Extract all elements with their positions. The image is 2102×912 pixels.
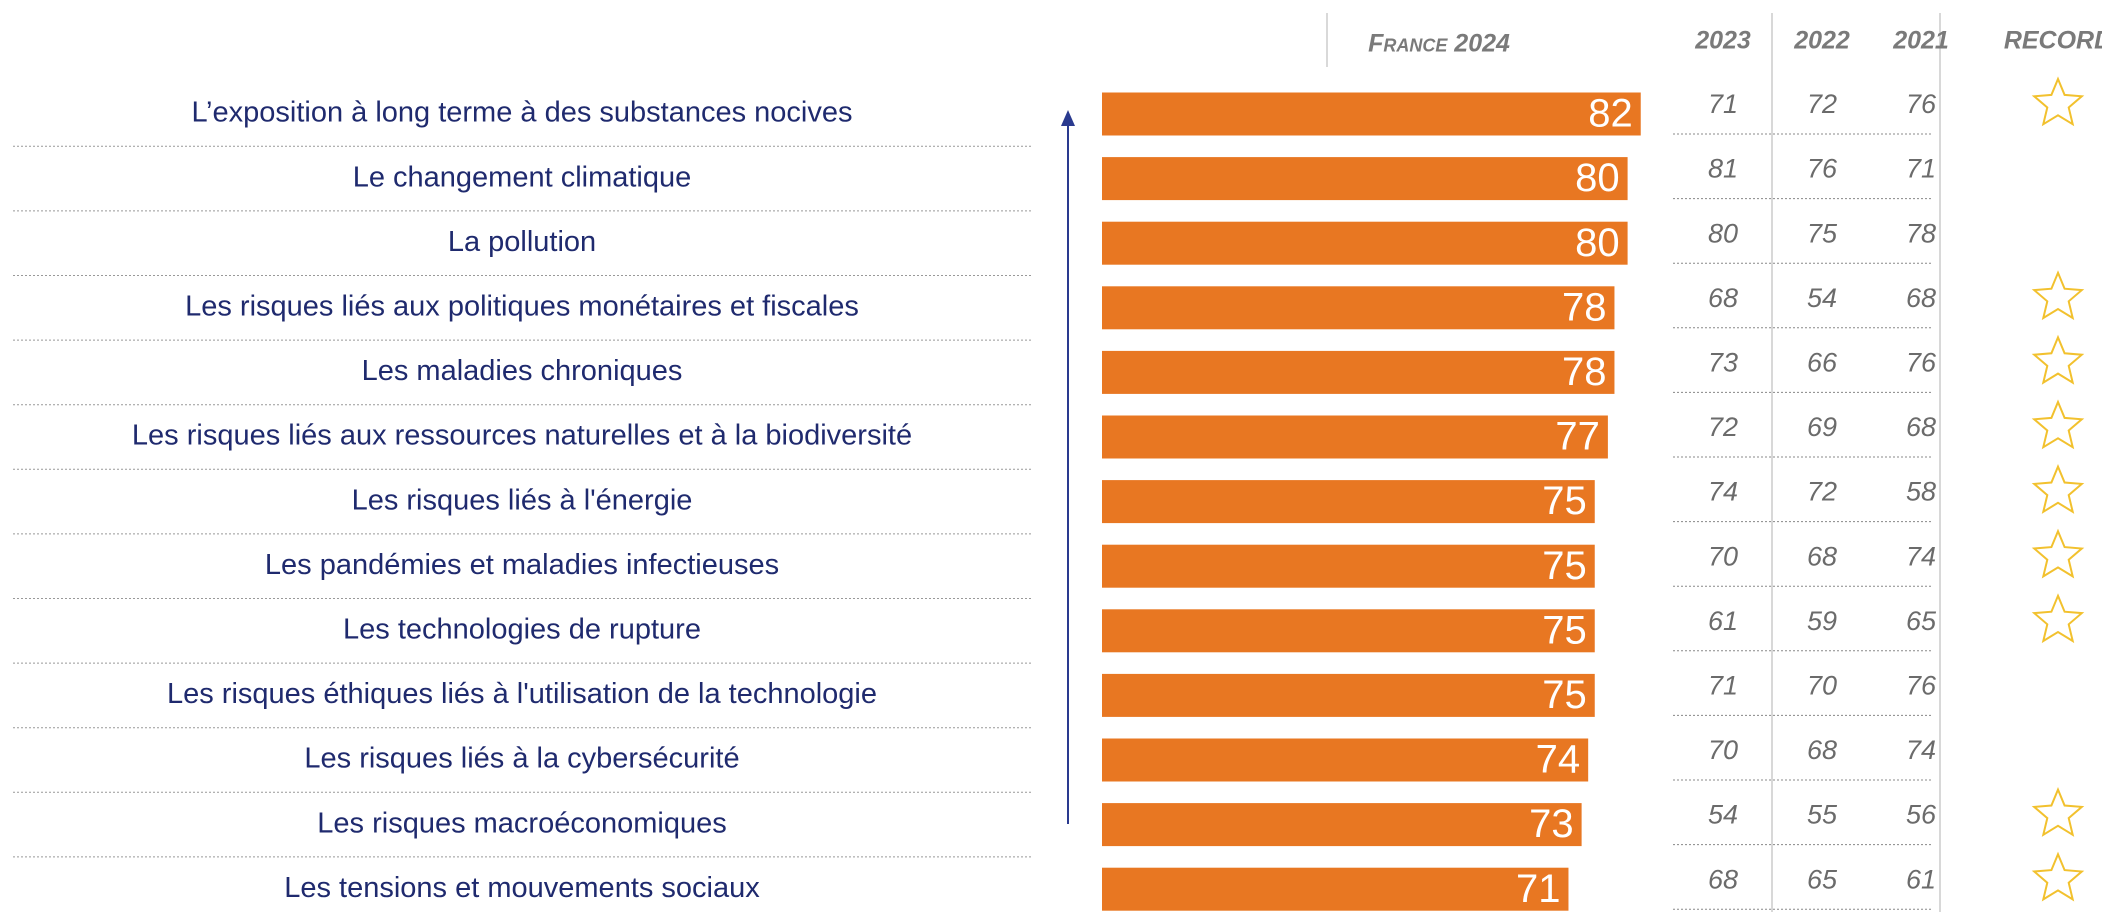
bar (1102, 221, 1628, 265)
table-value: 71 (1708, 671, 1738, 701)
category-label: Les risques liés aux ressources naturell… (132, 420, 912, 452)
table-value: 72 (1807, 89, 1837, 119)
table-value: 65 (1906, 606, 1937, 636)
bar (1102, 286, 1615, 330)
table-value: 68 (1708, 283, 1738, 313)
bar-value: 82 (1588, 92, 1633, 136)
table-value: 76 (1807, 154, 1838, 184)
table-value: 61 (1708, 606, 1738, 636)
bar (1102, 544, 1595, 588)
bar (1102, 92, 1641, 136)
table-value: 76 (1906, 348, 1937, 378)
category-label: Les risques macroéconomiques (317, 807, 726, 839)
category-label: L’exposition à long terme à des substanc… (192, 97, 853, 129)
record-star (2031, 851, 2085, 902)
table-value: 68 (1906, 412, 1936, 442)
arrow-head (1061, 110, 1075, 126)
category-label: Les risques liés à l'énergie (352, 484, 693, 516)
table-value: 78 (1906, 218, 1936, 248)
record-star (2031, 270, 2085, 321)
bar-value: 71 (1516, 867, 1561, 911)
table-value: 68 (1807, 541, 1837, 571)
table-value: 72 (1708, 412, 1738, 442)
table-value: 54 (1807, 283, 1837, 313)
table-value: 71 (1708, 89, 1738, 119)
bar-value: 78 (1562, 350, 1607, 394)
bar (1102, 738, 1589, 782)
category-label: Les pandémies et maladies infectieuses (265, 549, 779, 581)
table-value: 73 (1708, 348, 1738, 378)
table-value: 54 (1708, 800, 1738, 830)
bar-value: 75 (1542, 479, 1587, 523)
table-value: 75 (1807, 218, 1838, 248)
record-star (2031, 76, 2085, 127)
category-label: Les maladies chroniques (362, 355, 683, 387)
table-value: 74 (1708, 477, 1738, 507)
table-value: 70 (1708, 735, 1738, 765)
column-header: 2021 (1892, 27, 1949, 55)
category-label: Les risques liés à la cybersécurité (304, 743, 739, 775)
table-value: 76 (1906, 671, 1937, 701)
table-value: 71 (1906, 154, 1936, 184)
bar (1102, 803, 1582, 847)
table-value: 69 (1807, 412, 1837, 442)
table-value: 76 (1906, 89, 1937, 119)
table-value: 81 (1708, 154, 1738, 184)
category-label: Le changement climatique (353, 161, 692, 193)
bar (1102, 350, 1615, 394)
table-value: 55 (1807, 800, 1838, 830)
record-star (2031, 528, 2085, 579)
bar (1102, 157, 1628, 201)
bar-value: 80 (1575, 156, 1620, 200)
table-value: 68 (1906, 283, 1936, 313)
table-value: 68 (1708, 864, 1738, 894)
column-header: RECORD (2004, 27, 2102, 55)
table-value: 59 (1807, 606, 1837, 636)
bar-value: 74 (1536, 738, 1581, 782)
column-header: 2023 (1694, 27, 1751, 55)
bar (1102, 609, 1595, 653)
table-value: 66 (1807, 348, 1838, 378)
bar (1102, 480, 1595, 524)
category-label: Les risques liés aux politiques monétair… (185, 290, 859, 322)
bar-value: 78 (1562, 285, 1607, 329)
table-value: 61 (1906, 864, 1936, 894)
record-star (2031, 334, 2085, 385)
table-value: 56 (1906, 800, 1937, 830)
bar-value: 80 (1575, 221, 1620, 265)
record-star (2031, 786, 2085, 837)
bar (1102, 673, 1595, 717)
category-label: Les tensions et mouvements sociaux (284, 872, 760, 904)
bar (1102, 867, 1569, 911)
table-value: 68 (1807, 735, 1837, 765)
table-value: 80 (1708, 218, 1738, 248)
table-value: 58 (1906, 477, 1936, 507)
record-star (2031, 399, 2085, 450)
bar-value: 77 (1555, 415, 1600, 459)
record-star (2031, 593, 2085, 644)
column-header: 2022 (1793, 27, 1850, 55)
table-value: 74 (1906, 541, 1936, 571)
category-label: La pollution (448, 226, 596, 258)
table-value: 70 (1807, 671, 1837, 701)
table-value: 70 (1708, 541, 1738, 571)
bar (1102, 415, 1608, 459)
record-star (2031, 463, 2085, 514)
category-label: Les technologies de rupture (343, 613, 701, 645)
bar-value: 75 (1542, 544, 1587, 588)
table-value: 72 (1807, 477, 1837, 507)
bar-value: 73 (1529, 802, 1574, 846)
table-value: 74 (1906, 735, 1936, 765)
bar-value: 75 (1542, 673, 1587, 717)
column-header: France 2024 (1368, 30, 1510, 58)
table-value: 65 (1807, 864, 1838, 894)
bar-value: 75 (1542, 608, 1587, 652)
category-label: Les risques éthiques liés à l'utilisatio… (167, 678, 877, 710)
